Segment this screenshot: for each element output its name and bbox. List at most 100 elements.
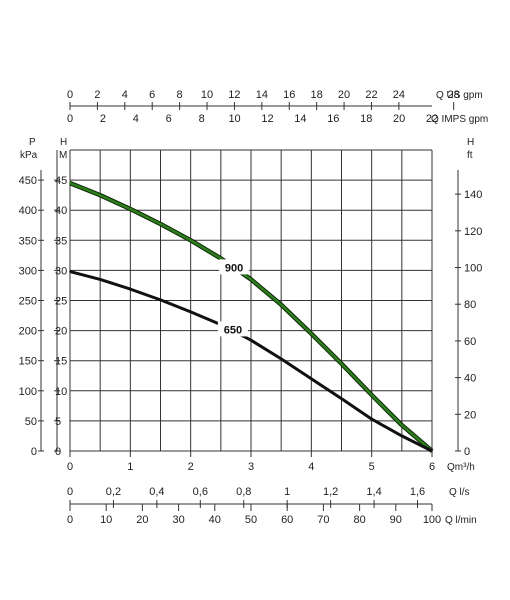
grid [69, 149, 433, 452]
right-ft-axis-unit: ft [467, 150, 473, 161]
top-impsgpm-tick-label: 8 [199, 113, 205, 125]
series-900-point [220, 257, 222, 260]
right-ft-tick-label: 140 [464, 189, 482, 201]
right-ft-tick-label: 40 [464, 373, 476, 385]
bottom-ls-tick-label: 1 [284, 486, 290, 498]
left-m-tick-label: 35 [55, 235, 67, 247]
series-900-point [99, 194, 101, 196]
bottom-m3h-tick-label: 0 [67, 461, 73, 473]
axes [38, 102, 461, 511]
left-kpa-tick-label: 0 [31, 446, 37, 458]
bottom-m3h-unit: Qm³/h [447, 462, 475, 473]
left-m-tick-label: 0 [55, 446, 61, 458]
bottom-m3h-tick-label: 6 [429, 461, 435, 473]
bottom-lmin-tick-label: 20 [136, 514, 148, 526]
series-900-point [401, 424, 403, 426]
left-m-tick-label: 40 [55, 205, 67, 217]
left-m-axis-title: H [60, 137, 67, 148]
labels: 051015202530354045HM05010015020025030035… [19, 89, 489, 526]
series-900-point [69, 182, 71, 184]
bottom-m3h-tick-label: 2 [188, 461, 194, 473]
series-650-point [340, 397, 343, 400]
series-650-point [250, 339, 252, 342]
right-ft-tick-label: 0 [464, 446, 470, 458]
bottom-lmin-tick-label: 80 [353, 514, 365, 526]
series-900-point [250, 278, 252, 281]
series-650-point [159, 299, 162, 301]
bottom-ls-tick-label: 0 [67, 486, 73, 498]
series-650-point [69, 270, 71, 273]
left-m-tick-label: 20 [55, 326, 67, 338]
left-m-tick-label: 45 [55, 175, 67, 187]
top-usgpm-tick-label: 24 [393, 89, 405, 101]
bottom-ls-tick-label: 0,2 [106, 486, 121, 498]
bottom-lmin-tick-label: 40 [209, 514, 221, 526]
bottom-lmin-tick-label: 100 [423, 514, 441, 526]
top-impsgpm-tick-label: 2 [100, 113, 106, 125]
left-kpa-tick-label: 250 [19, 296, 37, 308]
series-label: 900 [225, 262, 243, 274]
top-usgpm-tick-label: 8 [177, 89, 183, 101]
top-usgpm-unit: Q US gpm [436, 90, 483, 101]
series-label-background [219, 259, 250, 275]
bottom-ls-unit: Q l/s [449, 487, 470, 498]
top-usgpm-tick-label: 16 [283, 89, 295, 101]
left-m-tick-label: 5 [55, 416, 61, 428]
left-kpa-tick-label: 50 [25, 416, 37, 428]
series-900-point [129, 208, 132, 210]
series-650-point [431, 450, 433, 452]
left-kpa-axis-title: P [29, 137, 36, 148]
top-impsgpm-tick-label: 16 [327, 113, 339, 125]
top-impsgpm-tick-label: 6 [166, 113, 172, 125]
left-kpa-tick-label: 450 [19, 175, 37, 187]
left-kpa-tick-label: 350 [19, 235, 37, 247]
left-m-axis-unit: M [59, 150, 67, 161]
left-m-tick-label: 30 [55, 265, 67, 277]
top-usgpm-tick-label: 10 [201, 89, 213, 101]
right-ft-axis-title: H [467, 137, 474, 148]
top-impsgpm-tick-label: 22 [426, 113, 438, 125]
top-impsgpm-tick-label: 12 [261, 113, 273, 125]
series-900-point [280, 303, 282, 306]
top-usgpm-tick-label: 2 [94, 89, 100, 101]
top-impsgpm-tick-label: 20 [393, 113, 405, 125]
left-m-tick-label: 15 [55, 356, 67, 368]
left-kpa-tick-label: 400 [19, 205, 37, 217]
series-900-point [340, 362, 343, 365]
top-impsgpm-tick-label: 18 [360, 113, 372, 125]
series-650-point [129, 288, 132, 290]
top-impsgpm-tick-label: 0 [67, 113, 73, 125]
bottom-ls-tick-label: 1,2 [323, 486, 338, 498]
bottom-lmin-tick-label: 90 [390, 514, 402, 526]
bottom-ls-tick-label: 0,6 [193, 486, 208, 498]
bottom-lmin-unit: Q l/min [445, 515, 477, 526]
series-900-point [370, 394, 373, 396]
bottom-m3h-tick-label: 5 [369, 461, 375, 473]
series-650-point [370, 418, 373, 420]
top-usgpm-tick-label: 12 [228, 89, 240, 101]
right-ft-tick-label: 120 [464, 226, 482, 238]
top-impsgpm-tick-label: 4 [133, 113, 139, 125]
series-900-point [159, 223, 162, 225]
top-usgpm-tick-label: 14 [256, 89, 268, 101]
top-usgpm-tick-label: 22 [365, 89, 377, 101]
right-ft-tick-label: 80 [464, 299, 476, 311]
bottom-m3h-tick-label: 3 [248, 461, 254, 473]
bottom-lmin-tick-label: 30 [172, 514, 184, 526]
series-900-point [189, 239, 192, 242]
series-650-point [189, 311, 192, 313]
right-ft-tick-label: 20 [464, 409, 476, 421]
series [69, 181, 434, 453]
series-900-point [310, 332, 313, 335]
series-650-point [280, 358, 282, 360]
bottom-ls-tick-label: 1,6 [410, 486, 425, 498]
series-650-point [401, 435, 403, 437]
series-label: 650 [224, 324, 242, 336]
series-650-point [310, 377, 313, 380]
bottom-m3h-tick-label: 4 [308, 461, 314, 473]
left-kpa-axis-unit: kPa [20, 150, 38, 161]
left-m-tick-label: 10 [55, 386, 67, 398]
bottom-lmin-tick-label: 50 [245, 514, 257, 526]
bottom-m3h-tick-label: 1 [127, 461, 133, 473]
